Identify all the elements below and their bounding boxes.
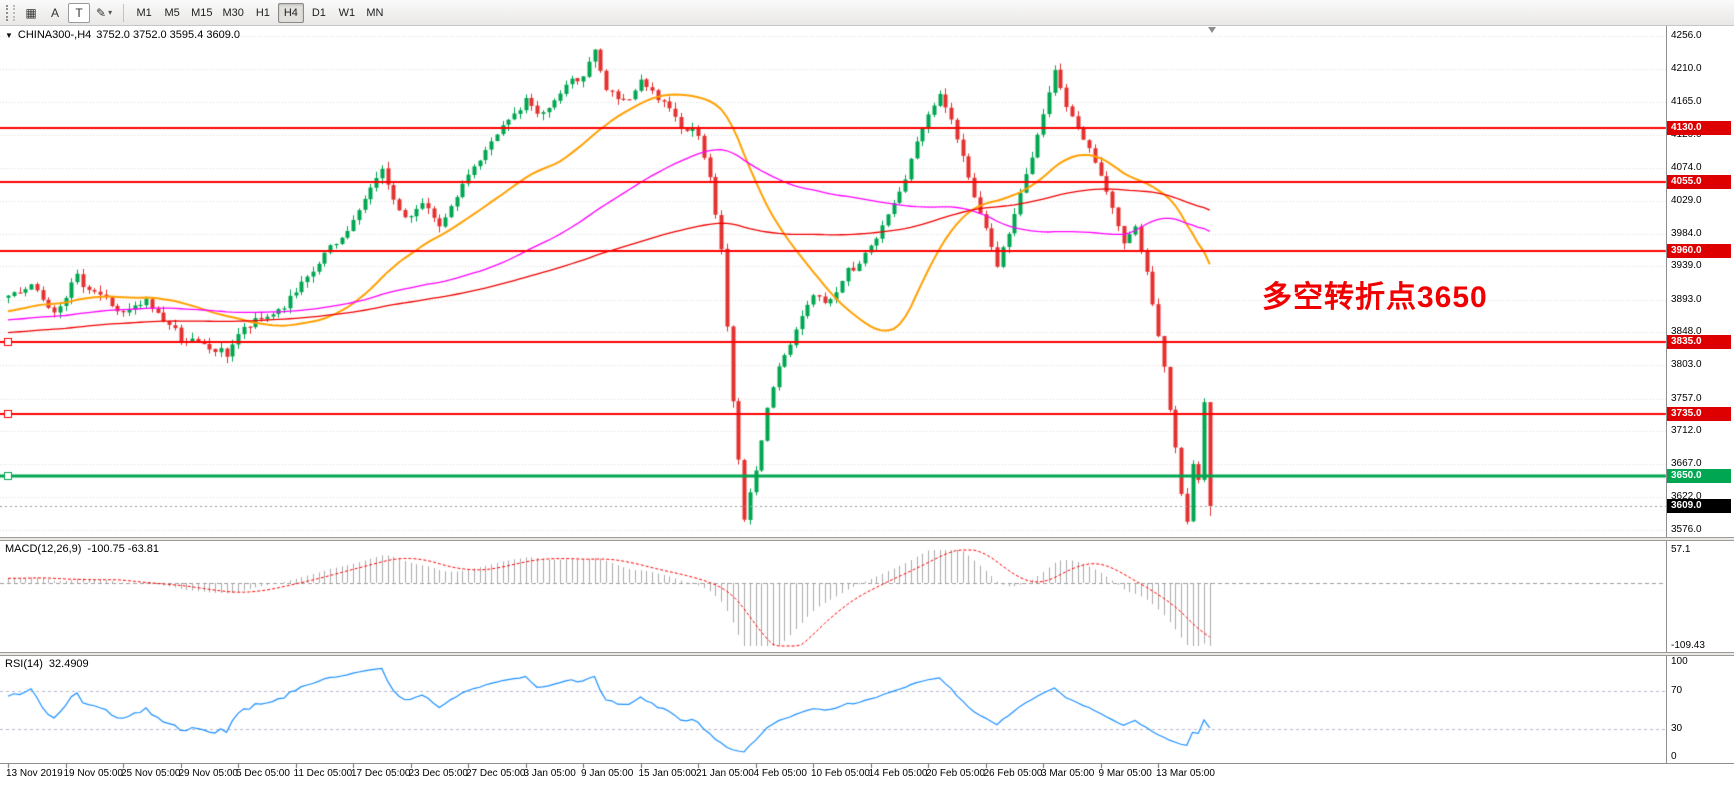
hline-price-badge: 3960.0 [1667, 244, 1731, 259]
panel-splitter-macd[interactable] [0, 537, 1734, 541]
rsi-title: RSI(14) [5, 658, 43, 670]
macd-axis-tick: 57.1 [1671, 544, 1691, 555]
time-axis-label: 21 Jan 05:00 [696, 768, 754, 779]
chart-dropdown-icon[interactable]: ▼ [5, 30, 13, 40]
price-axis-tick: 3576.0 [1671, 524, 1702, 535]
timeframe-m15-button[interactable]: M15 [191, 6, 213, 19]
price-axis-tick: 4074.0 [1671, 162, 1702, 174]
price-axis-tick: 3984.0 [1671, 227, 1702, 239]
price-axis-tick: 3667.0 [1671, 457, 1702, 469]
hline-price-badge: 3735.0 [1667, 407, 1731, 422]
macd-title: MACD(12,26,9) [5, 543, 82, 555]
timeframe-mn-button[interactable]: MN [366, 6, 384, 19]
price-axis-tick: 4165.0 [1671, 96, 1702, 108]
timeframe-m30-button[interactable]: M30 [222, 6, 244, 19]
text-annotation-tool[interactable]: A [50, 5, 59, 20]
price-axis-tick: 3803.0 [1671, 359, 1702, 371]
time-axis-label: 25 Nov 05:00 [121, 768, 181, 779]
time-axis-label: 3 Mar 05:00 [1041, 768, 1095, 779]
annotation-text[interactable]: 多空转折点3650 [1262, 281, 1488, 314]
time-axis-label: 27 Dec 05:00 [466, 768, 526, 779]
rsi-axis-tick: 70 [1671, 684, 1683, 696]
rsi-axis-tick: 30 [1671, 722, 1683, 734]
timeframe-h1-button[interactable]: H1 [255, 6, 270, 19]
time-axis-label: 3 Jan 05:00 [523, 768, 576, 779]
rsi-value: 32.4909 [48, 658, 89, 670]
chart-title-row: ▼ CHINA300-,H4 3752.0 3752.0 3595.4 3609… [5, 29, 240, 41]
time-axis-label: 19 Nov 05:00 [63, 768, 124, 779]
hline-price-badge: 4130.0 [1667, 120, 1731, 135]
time-axis-label: 23 Dec 05:00 [408, 768, 469, 779]
time-axis-label: 15 Jan 05:00 [638, 768, 697, 779]
hline-price-badge: 3835.0 [1667, 334, 1731, 349]
macd-panel-label: MACD(12,26,9) -100.75 -63.81 [5, 543, 159, 555]
toolbar: ▦ A T ✎ ▾ M1 M5 M15 M30 H1 H4 D1 W1 MN [0, 0, 1734, 26]
time-axis-label: 11 Dec 05:00 [293, 768, 353, 779]
chart-ohlc-values: 3752.0 3752.0 3595.4 3609.0 [96, 29, 241, 41]
timeframe-d1-button[interactable]: D1 [311, 6, 326, 19]
time-axis-label: 17 Dec 05:00 [351, 768, 411, 779]
price-axis-tick: 3893.0 [1671, 293, 1702, 305]
price-axis-tick: 3712.0 [1671, 425, 1702, 437]
time-axis-label: 5 Dec 05:00 [236, 768, 290, 779]
time-axis-label: 20 Feb 05:00 [926, 768, 985, 779]
text-label-tool[interactable]: T [68, 2, 90, 23]
grid-tool[interactable]: ▦ [25, 5, 37, 20]
price-axis-tick: 3848.0 [1671, 326, 1702, 338]
axis-separator-line [1666, 26, 1667, 763]
price-axis-tick: 4210.0 [1671, 63, 1702, 75]
timeframe-m5-button[interactable]: M5 [164, 6, 180, 19]
panel-splitter-rsi[interactable] [0, 652, 1734, 656]
time-axis-label: 14 Feb 05:00 [868, 768, 928, 779]
timeframe-group: M1 M5 M15 M30 H1 H4 D1 W1 MN [131, 2, 388, 23]
macd-axis-tick: -109.43 [1671, 640, 1705, 651]
chevron-down-icon: ▾ [108, 8, 113, 17]
price-axis-tick: 3757.0 [1671, 392, 1702, 404]
hline-price-badge: 4055.0 [1667, 175, 1731, 190]
toolbar-grip-handle[interactable] [6, 4, 15, 21]
toolbar-separator [123, 3, 125, 22]
price-axis-tick: 3939.0 [1671, 260, 1702, 272]
time-axis-separator-line [0, 763, 1734, 764]
rsi-axis-tick: 100 [1671, 656, 1688, 667]
timeframe-m1-button[interactable]: M1 [136, 6, 152, 19]
macd-values: -100.75 -63.81 [87, 543, 159, 555]
chart-shift-marker [1208, 27, 1216, 33]
price-axis-tick: 4029.0 [1671, 194, 1702, 206]
price-axis-tick: 3622.0 [1671, 490, 1702, 502]
time-axis-label: 13 Nov 2019 [6, 768, 63, 779]
current-price-badge: 3609.0 [1667, 499, 1731, 514]
hline-price-badge: 3650.0 [1667, 469, 1731, 484]
time-axis-label: 10 Feb 05:00 [811, 768, 870, 779]
rsi-axis-tick: 0 [1671, 751, 1677, 762]
time-axis-label: 26 Feb 05:00 [983, 768, 1043, 779]
timeframe-h4-button[interactable]: H4 [277, 2, 304, 23]
drawing-tool[interactable]: ✎ ▾ [96, 5, 113, 20]
time-axis-label: 9 Jan 05:00 [581, 768, 634, 779]
time-axis-label: 4 Feb 05:00 [753, 768, 807, 779]
time-axis-label: 9 Mar 05:00 [1098, 768, 1152, 779]
timeframe-w1-button[interactable]: W1 [338, 6, 356, 19]
time-axis-label: 13 Mar 05:00 [1156, 768, 1215, 779]
drawing-tools-group: ▦ A T ✎ ▾ [20, 2, 116, 23]
chart-symbol-period: CHINA300-,H4 [17, 29, 92, 41]
price-axis-tick: 4256.0 [1671, 30, 1702, 41]
rsi-panel-label: RSI(14) 32.4909 [5, 658, 89, 670]
time-axis-label: 29 Nov 05:00 [178, 768, 239, 779]
